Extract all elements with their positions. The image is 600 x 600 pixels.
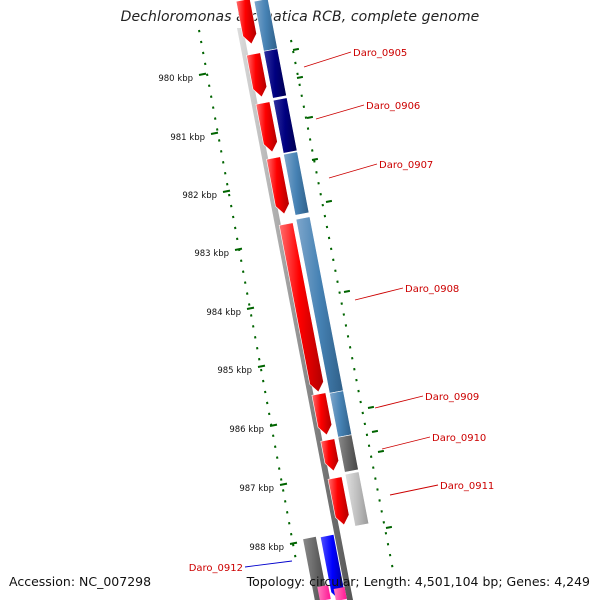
gene-label[interactable]: Daro_0910 xyxy=(432,433,486,444)
outer-tick xyxy=(371,429,379,433)
gene-leader-line xyxy=(374,395,424,409)
gene-leader-line xyxy=(389,484,439,496)
gene-leader-line xyxy=(381,436,431,450)
outer-tick xyxy=(296,75,304,79)
scale-major-tick xyxy=(269,423,278,427)
gene-label[interactable]: Daro_0912 xyxy=(189,563,243,574)
cog-segment xyxy=(344,471,370,527)
gene-0912-gray-segment xyxy=(303,536,328,600)
pink-segment xyxy=(317,585,331,600)
cog-segment xyxy=(253,0,278,52)
scale-major-tick xyxy=(198,72,207,76)
scale-label: 983 kbp xyxy=(194,249,229,259)
scale-major-tick xyxy=(234,247,243,251)
scale-major-tick xyxy=(279,482,288,486)
cog-segment xyxy=(263,48,287,99)
topology-text: Topology: circular; Length: 4,501,104 bp… xyxy=(246,574,590,589)
cog-segment xyxy=(272,97,298,154)
gene-label[interactable]: Daro_0907 xyxy=(379,160,433,171)
gene-0909-cds-arrow xyxy=(311,392,333,436)
outer-tick xyxy=(367,405,375,409)
gene-leader-line xyxy=(303,51,352,68)
scale-labels: 980 kbp 981 kbp 982 kbp 983 kbp 984 kbp 985 k… xyxy=(158,72,298,553)
gene-0908-cds-arrow xyxy=(278,222,324,393)
scale-label: 984 kbp xyxy=(206,308,241,318)
scale-major-tick xyxy=(222,189,231,193)
outer-tick xyxy=(306,115,314,119)
gene-leader-line xyxy=(315,104,365,120)
outer-tick xyxy=(325,199,333,203)
scale-label: 987 kbp xyxy=(239,484,274,494)
gene-leader-line xyxy=(354,287,404,301)
map-title: Dechloromonas aromatica RCB, complete ge… xyxy=(120,9,480,25)
gene-0910-cds-arrow xyxy=(320,438,340,472)
outer-tick xyxy=(311,157,319,161)
scale-label: 985 kbp xyxy=(217,366,252,376)
outer-tick xyxy=(377,449,385,453)
outer-tick xyxy=(292,47,300,51)
scale-label: 988 kbp xyxy=(249,543,284,553)
gene-leader-line xyxy=(244,560,293,568)
scale-major-tick xyxy=(257,364,266,368)
gene-labels: Daro_0905 Daro_0906 Daro_0907 Daro_0908 Daro… xyxy=(189,48,495,574)
gene-0912-cds-arrow xyxy=(320,534,344,600)
gene-0904-cds-arrow xyxy=(235,0,257,45)
outer-tick xyxy=(385,525,393,529)
gene-label[interactable]: Daro_0911 xyxy=(440,481,494,492)
gene-0906-cds-arrow xyxy=(255,101,278,153)
cog-segment xyxy=(329,390,353,438)
scale-major-tick xyxy=(289,541,298,545)
scale-label: 982 kbp xyxy=(182,191,217,201)
gene-label[interactable]: Daro_0906 xyxy=(366,101,420,112)
gene-0905-cds-arrow xyxy=(246,52,268,98)
scale-label: 981 kbp xyxy=(170,133,205,143)
scale-label: 980 kbp xyxy=(158,74,193,84)
outer-tick xyxy=(343,289,351,293)
gene-0907-cds-arrow xyxy=(266,156,290,215)
scale-major-tick xyxy=(210,131,219,135)
accession-text: Accession: NC_007298 xyxy=(9,574,152,589)
gene-label[interactable]: Daro_0905 xyxy=(353,48,407,59)
scale-major-tick xyxy=(246,306,255,310)
gene-leader-line xyxy=(328,163,378,179)
pink-segment xyxy=(333,587,347,600)
cog-segment xyxy=(283,151,310,216)
gene-label[interactable]: Daro_0909 xyxy=(425,392,479,403)
gene-0911-cds-arrow xyxy=(327,476,350,526)
cog-segment xyxy=(337,434,359,473)
scale-label: 986 kbp xyxy=(229,425,264,435)
gene-features xyxy=(235,0,370,600)
gene-label[interactable]: Daro_0908 xyxy=(405,284,459,295)
